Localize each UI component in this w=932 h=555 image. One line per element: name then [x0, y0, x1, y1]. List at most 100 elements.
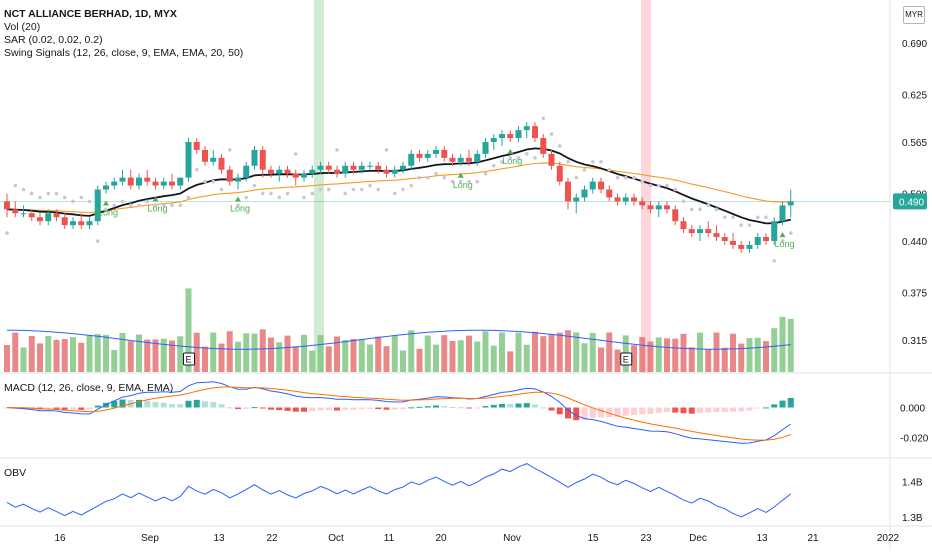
volume-bar: [466, 335, 472, 372]
macd-histogram-bar: [235, 407, 241, 410]
volume-bar: [169, 340, 175, 372]
candle-body: [746, 244, 753, 249]
candle-body: [614, 197, 621, 202]
symbol-title[interactable]: NCT ALLIANCE BERHAD, 1D, MYX: [4, 8, 177, 20]
macd-histogram-bar: [70, 407, 76, 410]
sar-dot: [574, 175, 579, 180]
volume-bar: [391, 335, 398, 372]
candle-body: [152, 181, 159, 186]
bearish-highlight-band: [641, 0, 651, 373]
sar-dot: [79, 195, 84, 200]
candle-body: [565, 181, 571, 202]
long-signal-label: Long: [453, 180, 473, 190]
time-axis-tick-label: 21: [807, 533, 819, 544]
volume-bar: [754, 337, 761, 372]
sar-dot: [615, 175, 620, 180]
macd-histogram-bar: [111, 400, 118, 408]
obv-line: [6, 463, 792, 518]
candle-body: [235, 177, 241, 182]
candle-body: [738, 244, 745, 249]
candle-body: [416, 153, 423, 158]
candle-body: [358, 165, 365, 170]
candle-body: [408, 153, 415, 166]
candle-body: [251, 149, 258, 166]
macd-histogram-bar: [680, 407, 687, 414]
candle-body: [177, 177, 184, 186]
macd-histogram-bar: [144, 400, 151, 408]
volume-bar: [573, 332, 580, 372]
candle-body: [301, 173, 307, 178]
macd-histogram-bar: [532, 404, 538, 408]
obv-tick-label: 1.4B: [902, 477, 923, 488]
chart-legend: NCT ALLIANCE BERHAD, 1D, MYX Vol (20) SA…: [4, 8, 243, 60]
candle-body: [218, 157, 225, 170]
swing-indicator-label[interactable]: Swing Signals (12, 26, close, 9, EMA, EM…: [4, 47, 244, 59]
macd-histogram-bar: [556, 407, 563, 415]
sar-dot: [392, 191, 397, 196]
sar-dot: [714, 207, 719, 212]
time-axis-tick-label: Nov: [503, 533, 521, 544]
sar-indicator-label[interactable]: SAR (0.02, 0.02, 0.2): [4, 34, 103, 46]
sar-dot: [557, 144, 562, 148]
candle-body: [383, 169, 390, 174]
vol-indicator-label[interactable]: Vol (20): [4, 21, 41, 33]
sar-dot: [533, 156, 537, 160]
candle-body: [532, 126, 538, 139]
sar-dot: [260, 191, 265, 196]
candle-body: [12, 209, 19, 214]
volume-bar: [589, 333, 596, 372]
macd-histogram-bar: [177, 404, 184, 408]
volume-bar: [342, 340, 349, 372]
volume-bar: [416, 348, 423, 372]
sar-dot: [219, 187, 224, 192]
sar-dot: [95, 239, 100, 243]
macd-indicator-label[interactable]: MACD (12, 26, close, 9, EMA, EMA): [4, 382, 174, 394]
sar-dot: [293, 152, 298, 156]
volume-bar: [309, 350, 316, 372]
candle-body: [548, 153, 555, 166]
candle-body: [589, 181, 596, 190]
macd-histogram-bar: [639, 407, 646, 415]
volume-bar: [424, 335, 431, 372]
macd-histogram-bar: [301, 407, 307, 412]
sar-dot: [425, 175, 430, 180]
candle-body: [292, 173, 299, 178]
volume-bar: [70, 337, 76, 372]
candle-body: [457, 157, 464, 162]
sar-dot: [475, 179, 480, 184]
candle-body: [713, 233, 720, 238]
price-tick-label: 0.440: [902, 237, 927, 248]
macd-histogram-bar: [202, 401, 208, 408]
volume-bar: [540, 336, 547, 372]
candle-body: [268, 169, 274, 174]
candle-body: [655, 205, 662, 210]
sar-dot: [38, 195, 42, 200]
bullish-highlight-band: [314, 0, 324, 373]
sar-dot: [764, 215, 768, 220]
volume-bar: [276, 342, 283, 372]
volume-bar: [78, 342, 85, 372]
sar-dot: [681, 199, 686, 204]
candle-body: [350, 165, 357, 170]
macd-histogram-bar: [763, 407, 769, 409]
obv-indicator-label[interactable]: OBV: [4, 467, 27, 479]
macd-histogram-bar: [243, 407, 250, 409]
macd-histogram-bar: [746, 407, 753, 411]
macd-histogram-bar: [226, 407, 233, 409]
candle-body: [391, 169, 398, 174]
candle-body: [160, 181, 167, 186]
sar-dot: [310, 191, 315, 196]
volume-bar: [730, 333, 736, 372]
macd-histogram-bar: [86, 407, 93, 410]
macd-histogram-bar: [169, 404, 175, 408]
volume-bar: [367, 344, 373, 372]
candle-body: [622, 197, 629, 202]
time-axis-tick-label: 2022: [877, 533, 900, 544]
currency-badge[interactable]: MYR: [903, 6, 925, 24]
price-tick-label: 0.690: [902, 39, 927, 50]
long-signal-marker: [152, 196, 159, 202]
volume-bar: [160, 338, 167, 372]
candle-body: [482, 142, 489, 154]
